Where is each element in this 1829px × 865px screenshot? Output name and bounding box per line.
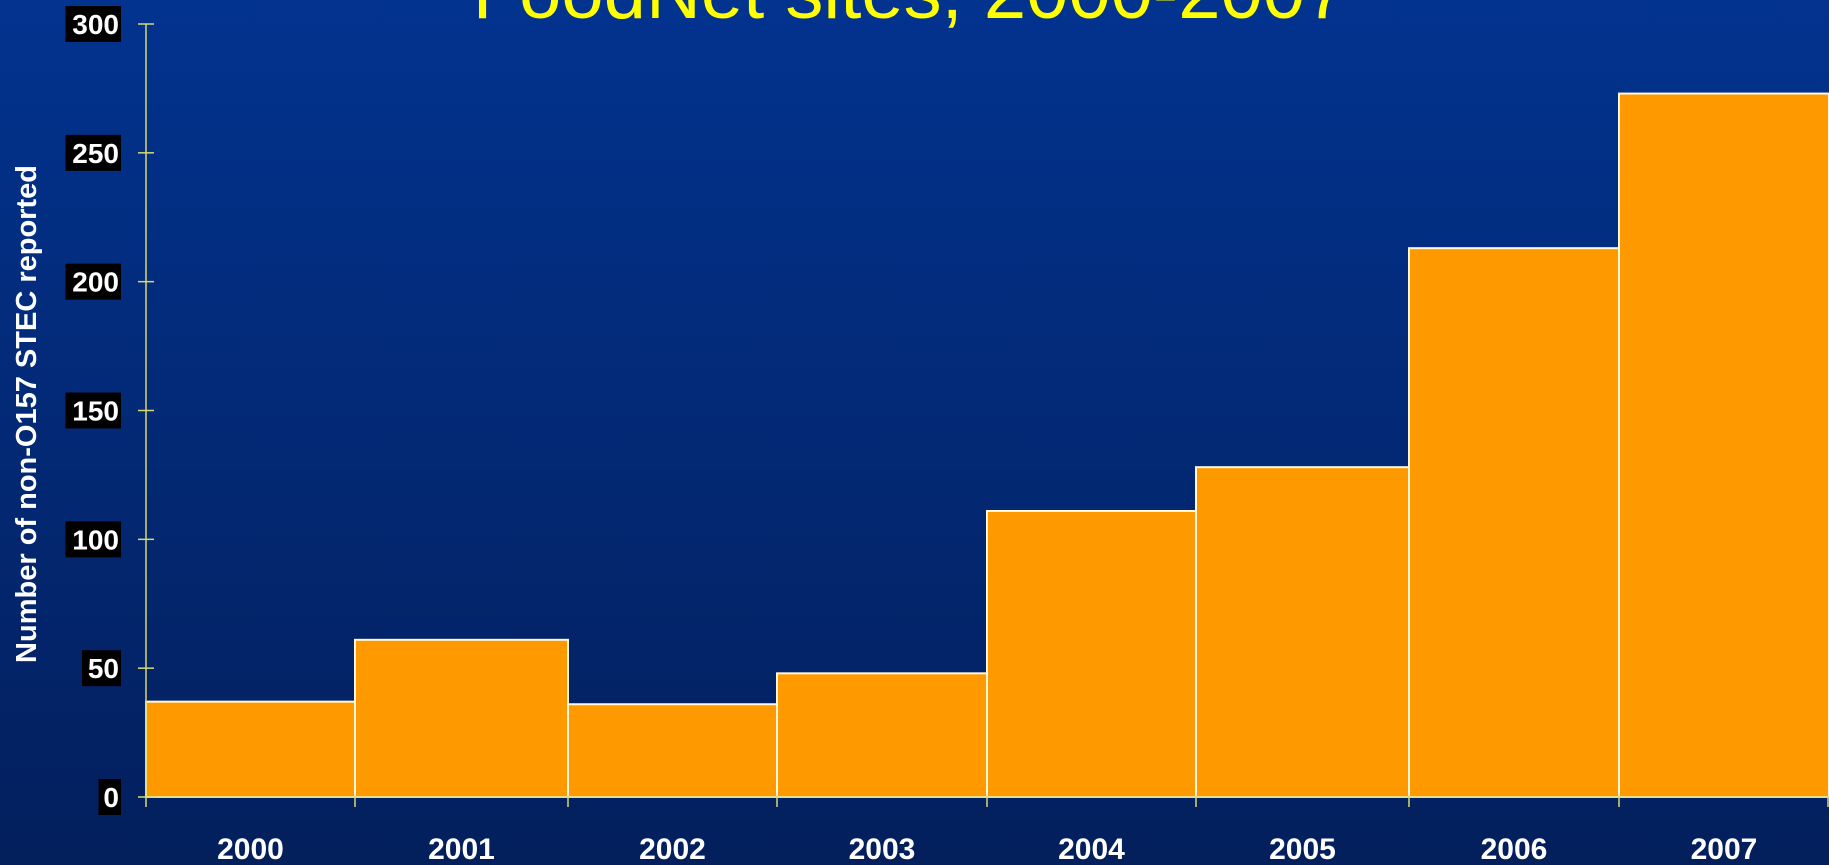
x-tick-label: 2003 [849, 833, 916, 865]
y-tick-label-bg [65, 6, 121, 42]
y-tick-label-bg [65, 134, 121, 171]
y-tick-label: 250 [72, 138, 119, 169]
y-tick-label-bg [82, 650, 121, 687]
chart-title: FoodNet sites, 2000-2007 [473, 0, 1348, 35]
y-tick-label-bg [65, 263, 121, 300]
y-tick-label: 50 [88, 653, 119, 684]
x-tick-label: 2005 [1269, 833, 1336, 865]
bar-2000 [145, 700, 356, 798]
bars-group [145, 92, 1829, 799]
bar-2003 [776, 672, 988, 799]
x-tick-label: 2004 [1058, 833, 1125, 865]
bar-2005 [1195, 466, 1410, 798]
y-tick-label-bg [65, 521, 121, 558]
y-tick-label: 200 [72, 267, 119, 298]
y-tick-label: 0 [103, 782, 119, 813]
bar-2002 [567, 703, 778, 798]
bar-2001 [354, 638, 569, 798]
bar-2007 [1618, 92, 1829, 798]
y-tick-label: 300 [72, 9, 119, 40]
bar-2004 [986, 509, 1197, 798]
y-ticks-group: 0 50 100 150 200 250 300 [65, 6, 154, 815]
y-tick-label: 150 [72, 396, 119, 427]
x-tick-label: 2002 [639, 833, 706, 865]
x-tick-label: 2007 [1691, 833, 1758, 865]
y-tick-label-bg [65, 392, 121, 429]
y-tick-label: 100 [72, 524, 119, 555]
y-tick-label-bg [98, 779, 121, 815]
x-tick-label: 2000 [217, 833, 284, 865]
bar-2006 [1408, 247, 1620, 799]
y-axis-label: Number of non-O157 STEC reported [11, 165, 43, 663]
x-ticks-group: 2000 2001 2002 2003 2004 2005 2006 2007 [145, 797, 1829, 865]
x-tick-label: 2001 [428, 833, 495, 865]
x-tick-label: 2006 [1481, 833, 1548, 865]
